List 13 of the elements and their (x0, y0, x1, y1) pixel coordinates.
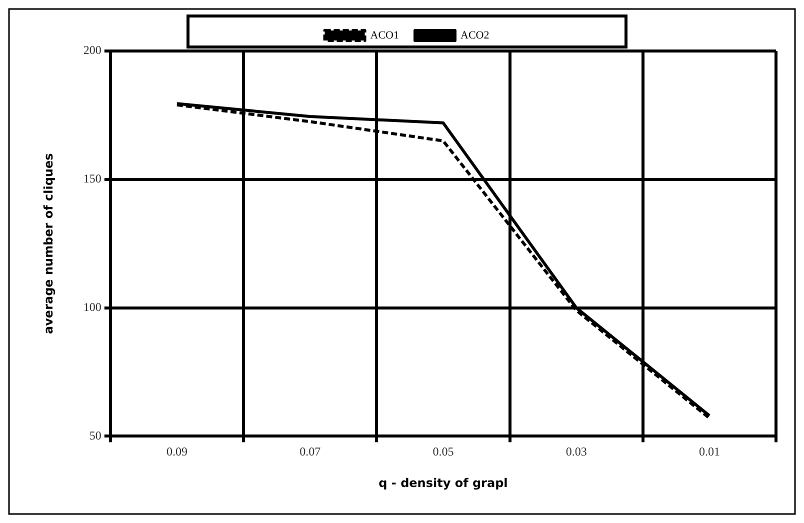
y-tick-label: 150 (83, 172, 102, 186)
x-tick-label: 0.09 (166, 444, 188, 459)
x-tick-label: 0.05 (432, 444, 454, 459)
y-tick-label: 200 (83, 43, 102, 58)
x-tick-label: 0.01 (698, 444, 720, 459)
y-tick-label: 100 (83, 300, 102, 314)
x-tick-label: 0.07 (300, 444, 321, 459)
legend-label: ACO2 (460, 29, 490, 42)
x-tick-label: 0.03 (566, 444, 587, 459)
y-tick-label: 50 (89, 428, 102, 442)
y-axis-title: average number of cliques (41, 153, 56, 334)
legend-label: ACO1 (370, 29, 400, 42)
x-axis-title: q - density of grapl (378, 476, 508, 490)
